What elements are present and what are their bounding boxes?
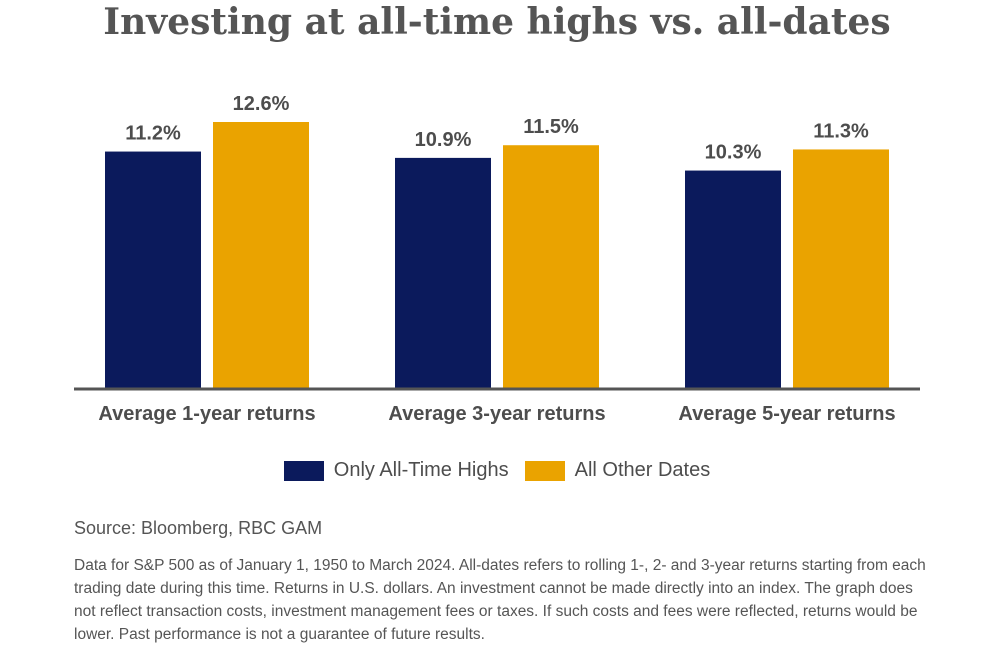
x-tick-label-1: Average 1-year returns xyxy=(98,403,315,425)
bar-all-time-highs-3 xyxy=(685,170,781,388)
data-label-all-other-dates-3: 11.3% xyxy=(813,120,869,142)
bar-chart: 11.2% 12.6% Average 1-year returns 10.9% 11.… xyxy=(74,93,920,425)
data-label-all-other-dates-1: 12.6% xyxy=(233,93,290,115)
data-label-all-time-highs-3: 10.3% xyxy=(705,142,762,164)
bar-all-other-dates-3 xyxy=(793,149,889,388)
legend-swatch-all-time-highs xyxy=(283,460,324,481)
bar-all-time-highs-2 xyxy=(395,157,491,388)
x-tick-label-3: Average 5-year returns xyxy=(678,403,895,425)
data-label-all-other-dates-2: 11.5% xyxy=(523,116,579,138)
data-label-all-time-highs-2: 10.9% xyxy=(415,129,472,151)
chart-title: Investing at all-time highs vs. all-date… xyxy=(103,1,891,43)
legend-swatch-all-other-dates xyxy=(524,460,565,481)
data-label-all-time-highs-1: 11.2% xyxy=(125,123,181,145)
bar-all-other-dates-2 xyxy=(503,145,599,388)
legend-label-all-time-highs: Only All-Time Highs xyxy=(333,459,509,481)
legend-label-all-other-dates: All Other Dates xyxy=(574,459,711,481)
legend-item-all-time-highs: Only All-Time Highs xyxy=(283,459,509,482)
bar-all-other-dates-1 xyxy=(213,122,309,388)
chart-legend: Only All-Time Highs All Other Dates xyxy=(0,459,994,482)
x-tick-label-2: Average 3-year returns xyxy=(388,403,605,425)
legend-item-all-other-dates: All Other Dates xyxy=(524,459,711,482)
source-note: Source: Bloomberg, RBC GAM xyxy=(74,518,323,538)
disclaimer-text: Data for S&P 500 as of January 1, 1950 t… xyxy=(74,557,926,643)
bar-all-time-highs-1 xyxy=(105,151,201,388)
